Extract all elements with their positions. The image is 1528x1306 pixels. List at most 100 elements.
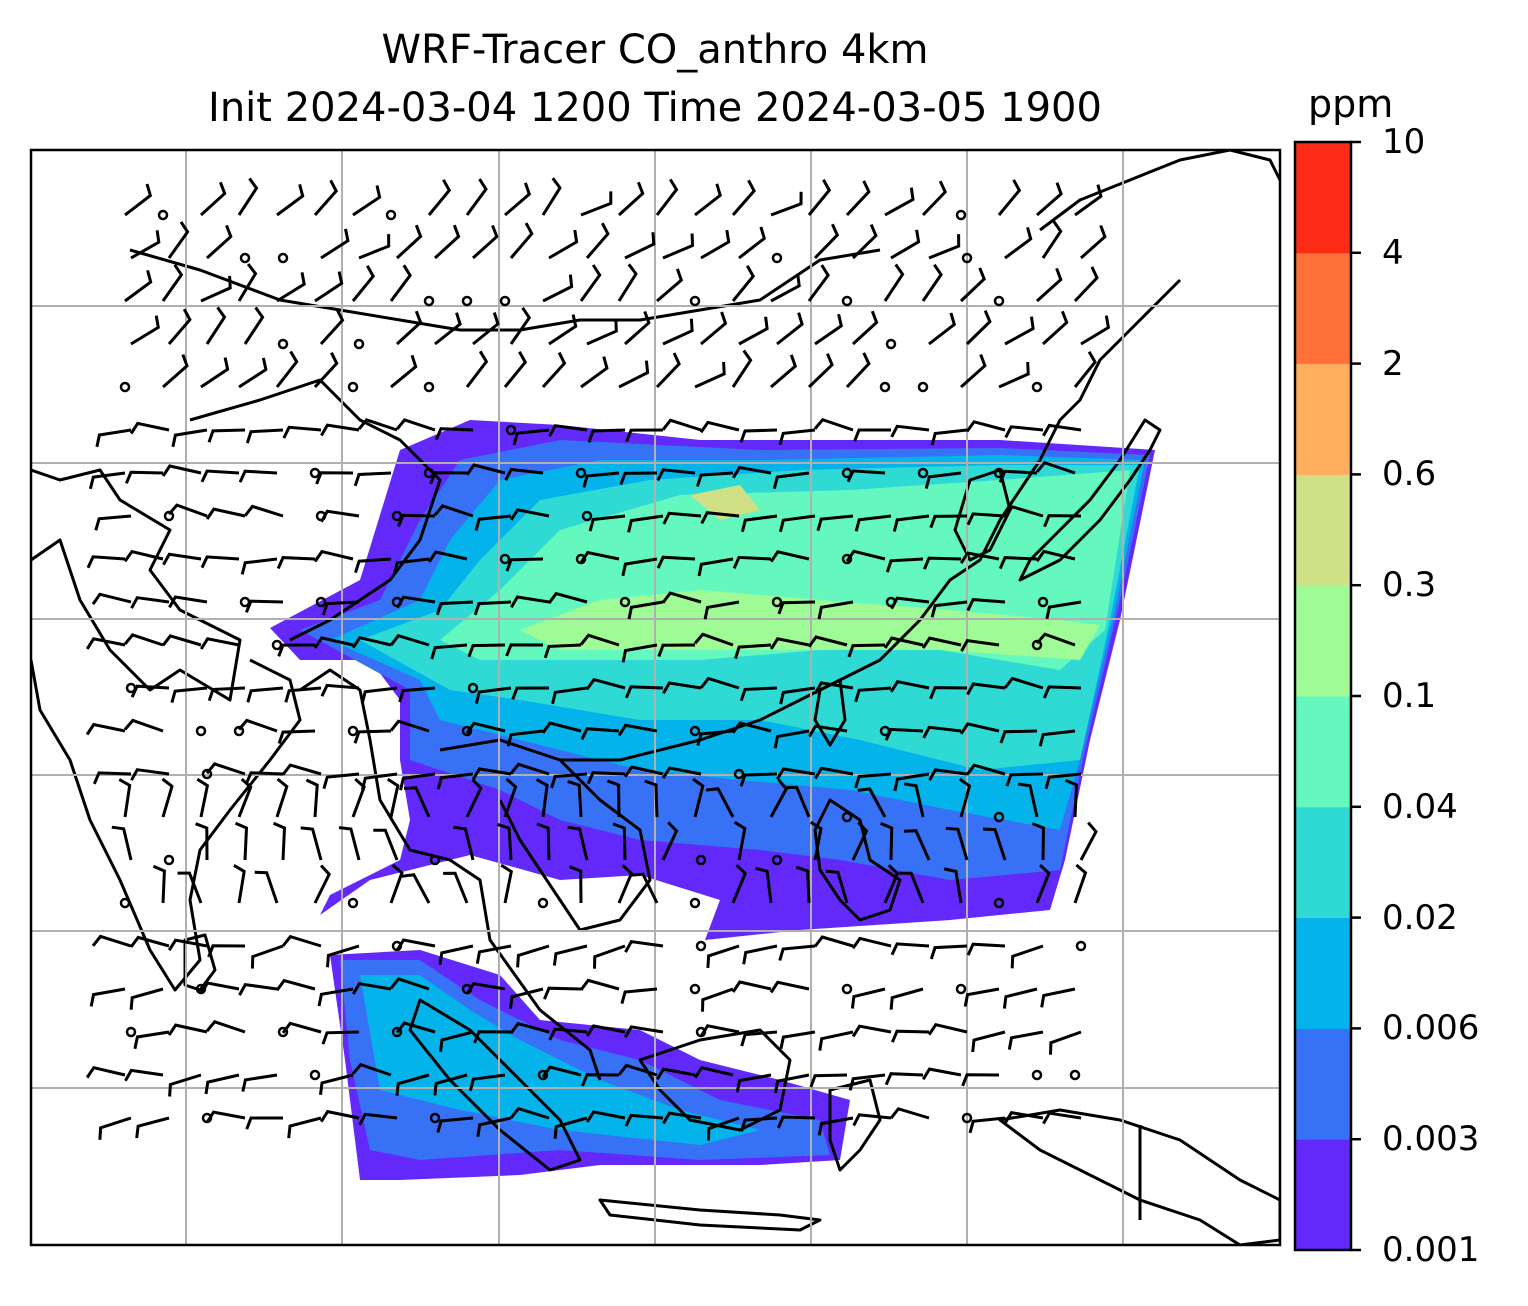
wind-barb (777, 600, 816, 615)
wind-barb (731, 980, 772, 993)
wind-barb (891, 1029, 930, 1043)
calm-wind-marker (163, 854, 175, 866)
wind-barb (354, 557, 392, 574)
wind-barb (91, 592, 132, 605)
wind-barb (770, 354, 798, 389)
wind-barb (845, 352, 871, 389)
wind-barb (890, 424, 930, 438)
wind-barb (473, 1030, 512, 1044)
calm-wind-marker (961, 252, 973, 264)
colorbar-segment (1295, 252, 1351, 365)
wind-barb (567, 779, 583, 818)
wind-barb (244, 771, 284, 785)
wind-barb (731, 349, 753, 388)
wind-barb (1002, 987, 1038, 1009)
calm-wind-marker (277, 252, 289, 264)
wind-barb (541, 721, 582, 734)
wind-barb (779, 686, 816, 705)
wind-barb (433, 1073, 468, 1096)
calm-wind-marker (125, 1026, 137, 1038)
wind-barb (167, 938, 208, 952)
wind-barb (732, 555, 772, 570)
wind-barb (807, 635, 848, 648)
wind-barb (241, 1073, 278, 1092)
wind-barb (579, 633, 620, 647)
wind-barb (319, 1109, 360, 1123)
wind-barb (885, 557, 924, 573)
wind-barb (624, 310, 651, 346)
wind-barb (237, 777, 253, 818)
wind-barb (427, 550, 468, 563)
calm-wind-marker (201, 768, 213, 780)
coastline-sulawesi (828, 1078, 882, 1172)
wind-barb (358, 1112, 398, 1126)
wind-barb (810, 820, 823, 861)
wind-barb (389, 264, 412, 302)
wind-barb (509, 306, 532, 345)
wind-barb (966, 598, 1006, 612)
wind-barb (655, 1067, 696, 1081)
wind-barb (133, 1030, 170, 1050)
wind-barb (617, 864, 634, 904)
wind-barb (627, 514, 664, 533)
wind-barb (997, 179, 1022, 216)
wind-barb (313, 179, 339, 216)
wind-barb (998, 556, 1038, 570)
wind-barb (129, 421, 170, 435)
colorbar-tick-label: 0.6 (1382, 454, 1437, 495)
calm-wind-marker (239, 252, 251, 264)
wind-barb (321, 600, 360, 616)
wind-barb (769, 980, 810, 994)
wind-barb (656, 268, 684, 303)
wind-barb (250, 944, 284, 969)
wind-barb (662, 511, 702, 525)
wind-barb (1035, 549, 1076, 563)
wind-barb (541, 351, 567, 389)
wind-barb (536, 822, 551, 861)
wind-barb (982, 827, 1007, 861)
wind-barb (769, 550, 810, 563)
wind-barb (277, 729, 316, 744)
wind-barb (162, 552, 202, 566)
wind-barb (929, 514, 968, 529)
wind-barb (770, 191, 803, 217)
wind-barb (207, 428, 246, 443)
wind-barb (1010, 944, 1044, 969)
wind-barb (697, 557, 734, 577)
wind-barb (965, 763, 1006, 776)
wind-barb (98, 1116, 132, 1140)
wind-barbs (85, 177, 1111, 1141)
wind-barb (851, 821, 869, 861)
wind-barb (621, 557, 658, 577)
calm-wind-marker (1031, 1069, 1043, 1081)
colorbar-units-label: ppm (1308, 82, 1394, 126)
wind-barb (923, 556, 962, 570)
wind-barb (733, 820, 747, 861)
wind-barb (465, 178, 488, 216)
wind-barb (1079, 821, 1098, 861)
wind-barb (504, 467, 544, 481)
wind-barb (903, 829, 931, 861)
wind-barb (439, 1030, 474, 1052)
wind-barb (740, 1030, 778, 1047)
wind-barb (433, 224, 461, 260)
wind-barb (547, 591, 588, 605)
wind-barb (234, 821, 249, 861)
wind-barb (237, 263, 258, 302)
wind-barb (847, 643, 886, 658)
wind-barb (624, 939, 664, 953)
wind-barb (624, 1025, 664, 1038)
wind-barb (966, 942, 1006, 956)
wind-barb (535, 778, 549, 818)
colorbar-tick-label: 0.02 (1382, 897, 1458, 938)
wind-barb (965, 310, 992, 346)
wind-barb (1042, 685, 1082, 699)
calm-wind-marker (347, 381, 359, 393)
calm-wind-marker (499, 553, 511, 565)
wind-barb (168, 595, 208, 609)
calm-wind-marker (233, 725, 245, 737)
calm-wind-marker (771, 252, 783, 264)
wind-barb (1041, 220, 1063, 259)
wind-barb (959, 267, 986, 303)
wind-barb (776, 1115, 816, 1129)
